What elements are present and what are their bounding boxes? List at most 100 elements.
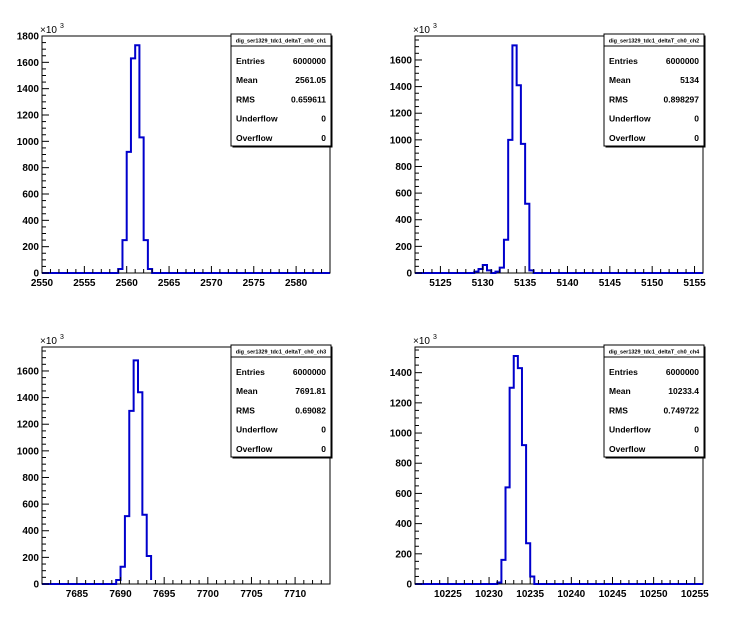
y-exponent-power: 3 (60, 23, 64, 30)
histogram-pad-2: 5125 5130 5135 5140 5145 5150 5155 0 200 400 600 80… (390, 23, 706, 289)
stats-label: Entries (609, 367, 638, 377)
stats-box: dig_ser1329_tdc1_deltaT_ch0_ch1 Entries 60… (230, 33, 333, 148)
x-tick-label: 7690 (109, 589, 132, 600)
stats-label: Entries (236, 56, 265, 66)
stats-box: dig_ser1329_tdc1_deltaT_ch0_ch2 Entries 60… (603, 33, 706, 148)
stats-label: Mean (609, 386, 631, 396)
y-tick-label: 1000 (390, 135, 413, 146)
x-tick-label: 5150 (641, 278, 664, 289)
x-tick-label: 5145 (599, 278, 622, 289)
stats-title: dig_ser1329_tdc1_deltaT_ch0_ch4 (609, 350, 700, 356)
x-tick-label: 5135 (514, 278, 537, 289)
y-tick-label: 1400 (390, 368, 413, 379)
y-tick-label: 1600 (390, 55, 413, 66)
stats-value: 2561.05 (295, 75, 326, 85)
stats-label: RMS (236, 94, 255, 104)
y-tick-label: 800 (22, 163, 39, 174)
y-tick-label: 0 (406, 269, 412, 280)
y-tick-label: 600 (395, 189, 412, 200)
y-tick-label: 1600 (17, 366, 40, 377)
x-tick-label: 2575 (243, 278, 266, 289)
y-tick-label: 1200 (390, 398, 413, 409)
stats-label: Overflow (609, 133, 646, 143)
stats-box-frame (230, 33, 332, 147)
x-tick-label: 7700 (197, 589, 220, 600)
x-tick-label: 10240 (557, 589, 585, 600)
y-tick-label: 400 (22, 526, 39, 537)
x-tick-label: 10225 (434, 589, 462, 600)
stats-label: RMS (236, 405, 255, 415)
stats-label: Overflow (236, 444, 273, 454)
y-tick-label: 800 (395, 459, 412, 470)
histogram-pad-3: 7685 7690 7695 7700 7705 7710 0 200 400 600 800 100… (17, 334, 333, 600)
x-tick-label: 2580 (285, 278, 308, 289)
stats-value: 10233.4 (668, 386, 699, 396)
plot-frame (41, 346, 331, 585)
y-tick-label: 600 (22, 500, 39, 511)
stats-value: 6000000 (666, 367, 699, 377)
stats-value: 0 (694, 133, 699, 143)
stats-label: Underflow (236, 425, 278, 435)
histogram-line (42, 359, 153, 585)
stats-value: 0 (321, 133, 326, 143)
y-exponent-power: 3 (60, 334, 64, 341)
stats-label: RMS (609, 94, 628, 104)
stats-label: Underflow (609, 425, 651, 435)
stats-label: Underflow (236, 114, 278, 124)
y-tick-label: 1800 (17, 32, 40, 43)
y-tick-label: 1400 (17, 84, 40, 95)
stats-label: RMS (609, 405, 628, 415)
y-exponent-label: ×10 (40, 336, 57, 347)
stats-box: dig_ser1329_tdc1_deltaT_ch0_ch4 Entries 60… (603, 344, 706, 459)
y-tick-label: 0 (33, 269, 39, 280)
y-tick-label: 600 (22, 190, 39, 201)
y-tick-label: 600 (395, 489, 412, 500)
y-tick-label: 200 (22, 553, 39, 564)
stats-value: 6000000 (666, 56, 699, 66)
stats-value: 0.69082 (295, 405, 326, 415)
stats-label: Underflow (609, 114, 651, 124)
histogram-line (415, 355, 703, 585)
stats-value: 0 (694, 444, 699, 454)
stats-box-frame (603, 344, 705, 458)
y-tick-label: 0 (406, 580, 412, 591)
y-tick-label: 400 (22, 216, 39, 227)
y-exponent-power: 3 (433, 334, 437, 341)
y-exponent-power: 3 (433, 23, 437, 30)
stats-label: Entries (236, 367, 265, 377)
stats-value: 0 (321, 114, 326, 124)
stats-value: 0.659611 (291, 94, 326, 104)
y-exponent-label: ×10 (413, 25, 430, 36)
histogram-line (42, 44, 330, 274)
y-tick-label: 200 (395, 549, 412, 560)
stats-label: Mean (609, 75, 631, 85)
stats-value: 6000000 (293, 56, 326, 66)
y-tick-label: 200 (395, 242, 412, 253)
y-tick-label: 200 (22, 242, 39, 253)
stats-value: 0.898297 (664, 94, 700, 104)
stats-label: Overflow (609, 444, 646, 454)
y-tick-label: 1200 (17, 420, 40, 431)
y-tick-label: 1400 (390, 82, 413, 93)
x-tick-label: 10250 (640, 589, 668, 600)
stats-value: 0 (321, 425, 326, 435)
y-tick-label: 800 (395, 162, 412, 173)
y-tick-label: 1000 (17, 137, 40, 148)
stats-label: Overflow (236, 133, 273, 143)
stats-title: dig_ser1329_tdc1_deltaT_ch0_ch3 (236, 350, 327, 356)
stats-value: 6000000 (293, 367, 326, 377)
y-tick-label: 1000 (390, 429, 413, 440)
y-tick-label: 1000 (17, 446, 40, 457)
histogram-bin (514, 356, 518, 584)
x-tick-label: 7710 (284, 589, 307, 600)
y-exponent-label: ×10 (40, 25, 57, 36)
x-tick-label: 2570 (200, 278, 223, 289)
histogram-pad-4: 10225 10230 10235 10240 10245 10250 10255 0 200 4… (390, 334, 709, 600)
stats-title: dig_ser1329_tdc1_deltaT_ch0_ch2 (609, 39, 700, 45)
histogram-pad-1: 2550 2555 2560 2565 2570 2575 2580 0 200 400 600 80… (17, 23, 333, 289)
x-tick-label: 7705 (240, 589, 263, 600)
y-tick-label: 1600 (17, 58, 40, 69)
y-tick-label: 0 (33, 580, 39, 591)
stats-value: 0 (694, 425, 699, 435)
y-tick-label: 800 (22, 473, 39, 484)
